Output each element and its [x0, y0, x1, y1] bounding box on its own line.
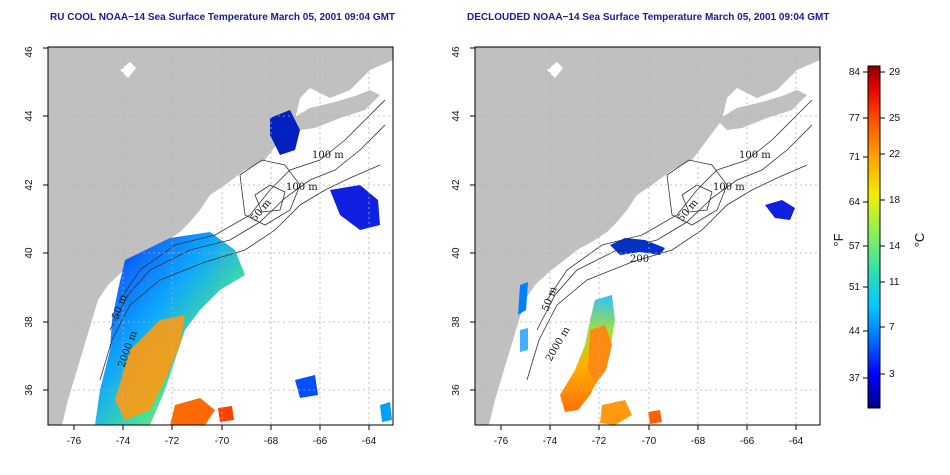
left-sst-george — [330, 185, 380, 230]
right-y-tick-label: 44 — [451, 110, 462, 122]
right-y-tick-label: 46 — [451, 46, 462, 58]
right-contour-label-2: 100 m — [713, 182, 745, 193]
colorbar-f-label: 84 — [849, 67, 861, 78]
left-land-mass — [48, 47, 393, 425]
right-x-tick-label: -64 — [789, 436, 804, 447]
colorbar-fahrenheit-ticks — [863, 71, 868, 379]
left-sst-gom — [270, 110, 300, 155]
left-x-tick-label: -72 — [165, 436, 180, 447]
right-x-tick-label: -76 — [494, 436, 509, 447]
left-x-tick-label: -66 — [313, 436, 328, 447]
right-y-tick-label: 38 — [451, 316, 462, 328]
left-x-tick-label: -74 — [116, 436, 131, 447]
colorbar-c-label: 3 — [889, 369, 895, 380]
colorbar-f-label: 57 — [849, 241, 861, 252]
right-y-tick-label: 36 — [451, 384, 462, 396]
left-x-tick-marks — [73, 425, 370, 430]
left-panel-title: RU COOL NOAA−14 Sea Surface Temperature … — [50, 12, 396, 23]
right-x-tick-marks — [500, 425, 797, 430]
colorbar-celsius-unit: °C — [912, 233, 927, 248]
right-map-frame — [474, 46, 821, 426]
right-lake — [547, 62, 563, 78]
right-x-tick-label: -72 — [592, 436, 607, 447]
left-contour-label-1: 100 m — [312, 150, 344, 161]
left-sst-patch-b — [380, 402, 392, 422]
colorbar-celsius-ticks — [880, 71, 885, 375]
left-y-tick-marks — [43, 47, 48, 391]
colorbar-f-label: 71 — [849, 152, 861, 163]
right-y-tick-marks — [470, 47, 475, 391]
right-sst-warm-core — [588, 325, 612, 385]
right-contour-label-4: 200 — [630, 254, 649, 265]
right-nova-scotia — [717, 90, 807, 130]
left-y-tick-label: 44 — [24, 110, 35, 122]
right-sst-patch-b — [648, 410, 662, 424]
left-y-tick-label: 42 — [24, 179, 35, 191]
colorbar-c-label: 18 — [889, 195, 901, 206]
right-sst-george — [765, 200, 795, 220]
colorbar-c-label: 7 — [889, 322, 895, 333]
left-x-tick-label: -64 — [362, 436, 377, 447]
left-sst-patch-a — [295, 375, 318, 398]
right-map-panel: 100 m 100 m 50 m 200 50 m 2000 m -76 -74… — [451, 46, 821, 447]
right-panel-title: DECLOUDED NOAA−14 Sea Surface Temperatur… — [467, 12, 830, 23]
left-y-tick-label: 46 — [24, 46, 35, 58]
left-sst-gulf-warm — [170, 398, 215, 425]
right-x-tick-label: -74 — [543, 436, 558, 447]
colorbar-gradient — [867, 65, 881, 409]
left-map-frame — [47, 46, 394, 426]
colorbar-c-label: 11 — [889, 277, 900, 288]
right-x-tick-label: -68 — [691, 436, 706, 447]
left-y-tick-label: 38 — [24, 316, 35, 328]
colorbar-c-label: 14 — [889, 241, 901, 252]
colorbar-c-label: 22 — [889, 149, 901, 160]
left-nova-scotia — [290, 90, 380, 130]
colorbar-f-label: 37 — [849, 373, 861, 384]
left-contour-label-2: 100 m — [286, 182, 318, 193]
right-land-mass — [475, 47, 820, 425]
left-x-tick-label: -68 — [264, 436, 279, 447]
right-contour-label-1: 100 m — [739, 150, 771, 161]
left-y-tick-label: 36 — [24, 384, 35, 396]
right-sst-patch-c — [520, 328, 528, 352]
right-sst-coastal — [518, 282, 528, 315]
colorbar-f-label: 77 — [849, 113, 861, 124]
right-y-tick-label: 42 — [451, 179, 462, 191]
left-sst-patch-c — [218, 406, 234, 422]
right-sst-gulfstream — [560, 295, 615, 412]
colorbar-f-label: 51 — [849, 282, 861, 293]
left-x-tick-label: -76 — [67, 436, 82, 447]
colorbar-c-label: 29 — [889, 67, 901, 78]
left-y-tick-label: 40 — [24, 247, 35, 259]
colorbar-f-label: 64 — [849, 197, 861, 208]
right-sst-patch-a — [600, 400, 632, 425]
left-map-panel: 100 m 100 m 50 m 50 m 2000 m -76 -74 -72… — [24, 46, 394, 447]
temperature-colorbar: 84 77 71 64 57 51 44 37 29 25 22 18 14 1… — [831, 65, 927, 409]
right-y-tick-label: 40 — [451, 247, 462, 259]
right-sst-shelf-edge — [610, 238, 665, 255]
left-x-tick-label: -70 — [215, 436, 230, 447]
left-sst-warm-core — [115, 315, 185, 420]
right-gridlines — [475, 47, 820, 425]
colorbar-c-label: 25 — [889, 113, 901, 124]
colorbar-f-label: 44 — [849, 326, 861, 337]
left-lake — [120, 62, 136, 78]
right-x-tick-label: -70 — [642, 436, 657, 447]
left-gridlines — [48, 47, 393, 425]
colorbar-fahrenheit-unit: °F — [831, 233, 846, 246]
right-x-tick-label: -66 — [740, 436, 755, 447]
